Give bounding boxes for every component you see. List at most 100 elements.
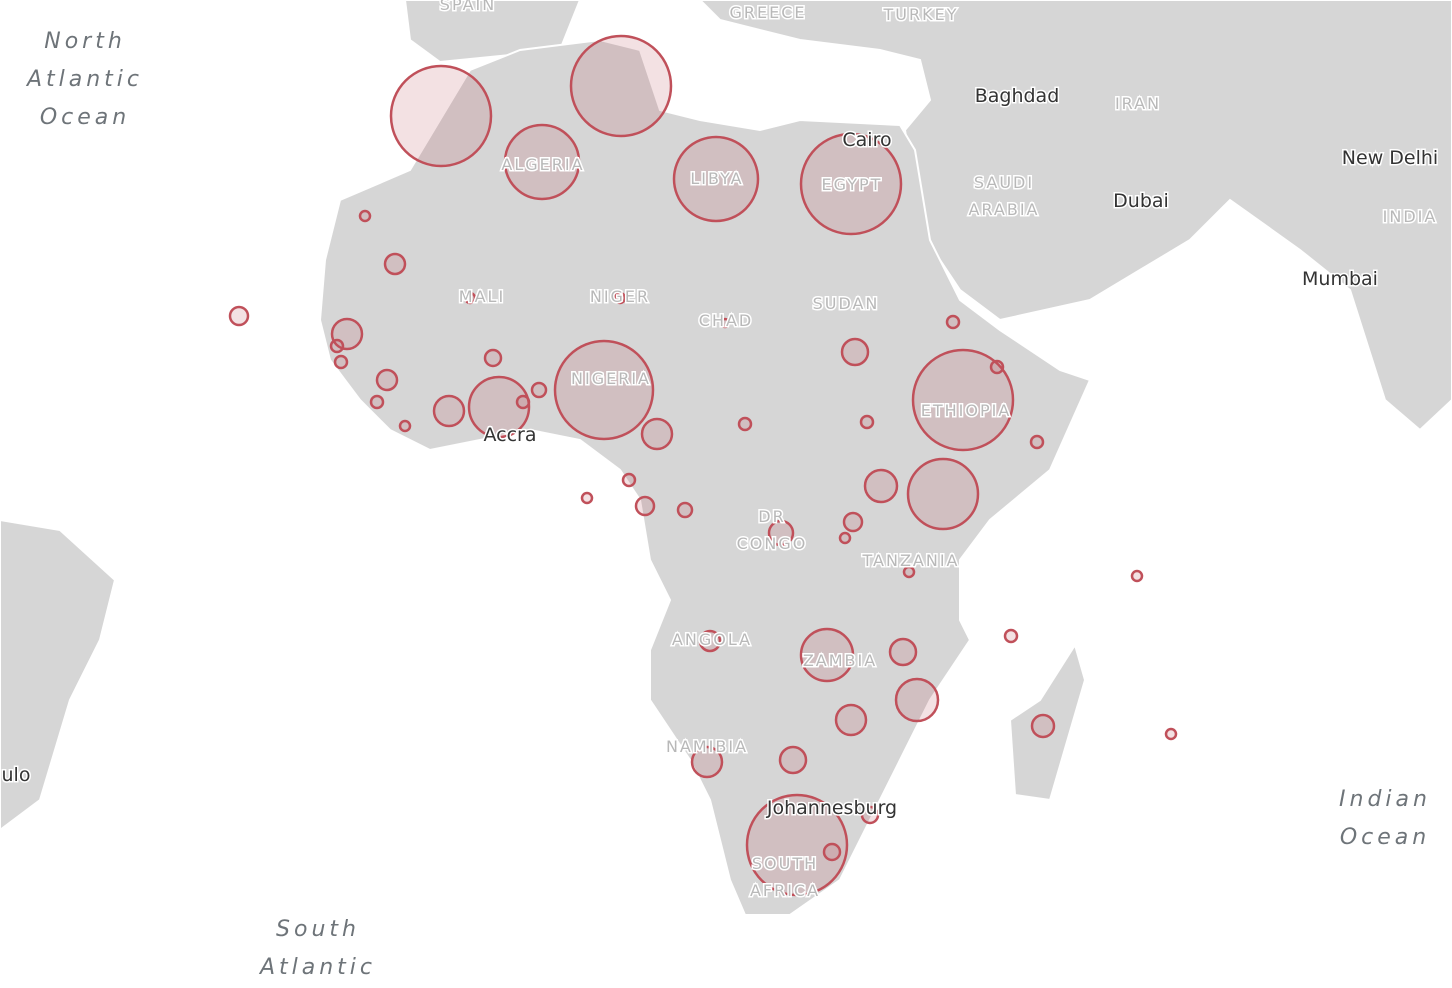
marker <box>467 375 531 439</box>
city-label: Cairo <box>842 129 891 151</box>
iberia <box>403 0 582 64</box>
madagascar <box>1008 642 1087 802</box>
country-label: IRAN <box>1115 94 1161 113</box>
ocean-label: Atlantic <box>258 955 376 980</box>
marker <box>719 317 731 329</box>
marker <box>1130 569 1144 583</box>
marker <box>745 793 849 897</box>
country-label: ARABIA <box>969 200 1040 219</box>
marker <box>822 842 842 862</box>
marker <box>840 337 870 367</box>
marker <box>389 64 493 168</box>
city-label: ulo <box>2 764 31 786</box>
marker <box>553 339 655 441</box>
marker <box>767 519 795 547</box>
country-label: NAMIBIA <box>666 737 748 756</box>
marker <box>329 338 345 354</box>
marker <box>1030 713 1056 739</box>
country-label: SUDAN <box>813 294 880 313</box>
marker <box>838 531 852 545</box>
marker <box>463 291 477 305</box>
south-america <box>0 518 117 832</box>
marker <box>778 745 808 775</box>
marker <box>369 394 385 410</box>
marker <box>863 468 899 504</box>
marker <box>621 472 637 488</box>
marker <box>333 354 349 370</box>
marker <box>358 209 372 223</box>
ocean-label: Ocean <box>1340 825 1430 850</box>
marker <box>569 34 673 138</box>
marker <box>483 348 503 368</box>
marker <box>613 291 627 305</box>
country-label: NIGERIA <box>571 369 651 388</box>
marker <box>860 805 880 825</box>
marker <box>672 135 760 223</box>
marker <box>902 565 916 579</box>
country-label: TANZANIA <box>862 551 960 570</box>
marker <box>842 511 864 533</box>
marker <box>398 419 412 433</box>
city-label: Accra <box>483 424 536 446</box>
city-label: Mumbai <box>1302 268 1378 290</box>
marker <box>894 677 940 723</box>
marker <box>737 416 753 432</box>
marker <box>503 123 581 201</box>
marker <box>945 314 961 330</box>
ocean-label: South <box>276 917 360 942</box>
marker <box>1003 628 1019 644</box>
marker <box>640 417 674 451</box>
marker <box>989 359 1005 375</box>
country-label: DR <box>758 507 785 526</box>
marker <box>432 394 466 428</box>
city-label: Dubai <box>1113 190 1169 212</box>
marker <box>799 132 903 236</box>
country-label: NIGER <box>590 287 650 306</box>
marker <box>888 637 918 667</box>
marker <box>859 414 875 430</box>
country-label: MALI <box>459 287 505 306</box>
marker <box>1164 727 1178 741</box>
country-label: EGYPT <box>822 175 883 194</box>
ocean-label: Indian <box>1339 787 1431 812</box>
country-label: INDIA <box>1383 207 1438 226</box>
marker <box>375 368 399 392</box>
marker <box>698 629 722 653</box>
country-label: ANGOLA <box>672 630 752 649</box>
marker <box>906 457 980 531</box>
ocean-label: Ocean <box>40 105 130 130</box>
marker <box>676 501 694 519</box>
marker <box>515 394 531 410</box>
city-label: New Delhi <box>1342 147 1438 169</box>
city-label: Johannesburg <box>766 797 897 819</box>
country-label: SOUTH <box>752 854 818 873</box>
country-label: ETHIOPIA <box>921 401 1012 420</box>
country-label: GREECE <box>729 3 806 22</box>
europe-asia <box>405 0 1452 432</box>
country-label: LIBYA <box>690 169 743 188</box>
marker <box>580 491 594 505</box>
marker <box>1029 434 1045 450</box>
country-label: ALGERIA <box>501 155 584 174</box>
marker <box>530 381 548 399</box>
country-label: CHAD <box>699 311 753 330</box>
country-label: SAUDI <box>974 173 1034 192</box>
marker <box>383 252 407 276</box>
country-label: TURKEY <box>883 5 959 24</box>
marker <box>834 703 868 737</box>
city-label: Baghdad <box>975 85 1060 107</box>
marker <box>799 627 855 683</box>
marker <box>690 745 724 779</box>
country-label: CONGO <box>737 534 808 553</box>
country-label: SPAIN <box>440 0 496 14</box>
marker <box>228 305 250 327</box>
country-label: ZAMBIA <box>803 651 877 670</box>
marker <box>634 495 656 517</box>
country-label: AFRICA <box>750 881 820 900</box>
ocean-label: North <box>44 29 126 54</box>
markers <box>228 34 1178 897</box>
ocean-label: Atlantic <box>25 67 143 92</box>
marker <box>911 348 1015 452</box>
